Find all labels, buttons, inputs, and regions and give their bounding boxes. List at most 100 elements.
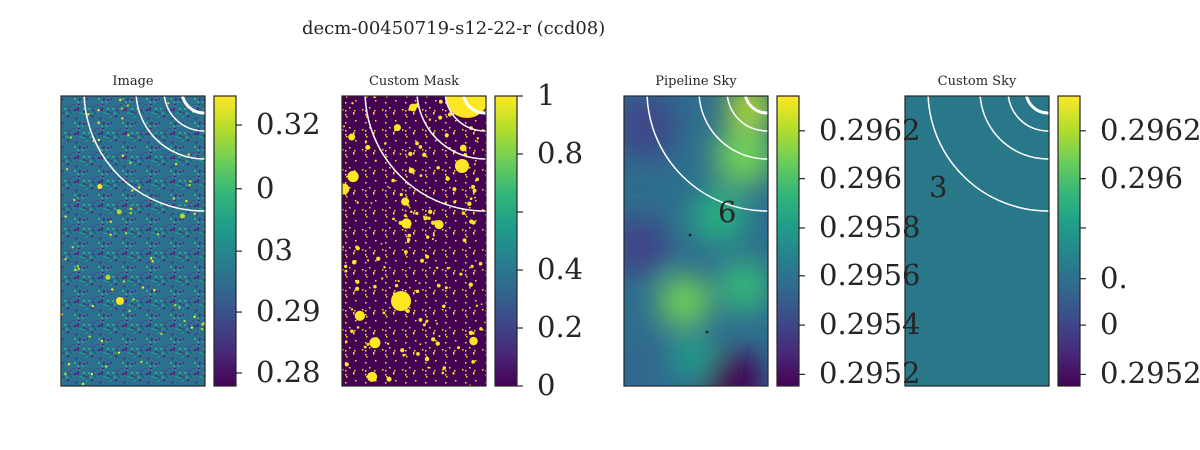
mask-blob [374,159,377,162]
source-dot [74,268,77,272]
colorbar-tick-label: 0.32 [256,107,321,141]
axes-frame [904,95,1050,387]
source-dot [67,363,71,366]
mask-blob [478,261,483,266]
source-dot [178,306,181,309]
mask-blob [354,310,365,321]
aperture-circle [979,96,1049,160]
mask-blob [344,362,349,367]
mask-blob [418,282,421,285]
sky-fill [905,96,1049,386]
mask-blob [469,336,478,346]
mask-blob [427,366,430,369]
aperture-circle [135,96,205,160]
colorbar-tick-label: 0.296 [819,160,903,195]
aperture-circle [744,96,768,115]
mask-blob [473,163,476,166]
source-dot [193,212,196,216]
aperture-circle [462,96,486,115]
mask-blob [355,286,360,291]
mask-blob [438,115,443,120]
mask-blob [356,326,360,329]
mask-blob [434,219,444,230]
mask-blob [444,201,448,204]
mask-blob [468,330,474,336]
mask-blob [444,133,449,138]
mask-blob [436,166,440,170]
sky-blob [672,334,716,378]
aperture-circle [646,96,768,212]
sky-blob [704,351,764,386]
mask-blob [399,193,403,197]
colorbar [1057,95,1081,387]
mask-blob [432,234,435,237]
mask-blob [471,184,476,189]
mask-blob [397,279,400,283]
mask-blob [393,124,401,132]
overlay-label: 3 [929,170,948,204]
mask-blob [399,153,402,155]
source-dot [121,117,124,120]
mask-blob [416,352,420,356]
source-dot [189,180,192,183]
mask-blob [457,346,461,350]
colorbar-tick-label: 0.2962 [819,112,921,147]
source-dot [100,339,104,343]
mask-blob [427,216,431,220]
colorbar-tick-label: 0.2952 [819,356,921,391]
mask-blob [391,178,395,183]
source-dot [116,297,124,305]
mask-blob [431,337,436,342]
colorbar-tick-label: 0 [1100,307,1119,342]
mask-blob [468,282,473,287]
source-dot [128,309,131,313]
mask-blob [445,176,450,181]
colorbar-tick-label: 1 [537,78,556,112]
mask-blob [344,269,348,273]
source-dot [190,326,194,329]
figure-suptitle: decm-00450719-s12-22-r (ccd08) [302,18,606,39]
mask-blob [350,329,354,333]
mask-blob [382,311,386,315]
mask-blob [436,322,439,325]
mask-blob [380,242,383,245]
colorbar-tick-label: 0.2958 [819,209,921,244]
source-dot [81,382,85,386]
source-dot [120,107,124,110]
aperture-circle [364,96,486,212]
source-dot [201,327,204,331]
colorbar-tick-label: 0.2962 [1100,112,1200,147]
mask-blob [363,345,367,349]
marker-dot [688,233,692,237]
mask-blob [425,254,430,259]
colorbar-tick-label: 0.2 [537,310,584,344]
mask-blob [422,152,427,158]
mask-blob [376,256,381,261]
mask-blob [394,283,399,288]
panel-image-3 [624,96,768,386]
colorbar-tick-label: 0.2954 [819,307,921,342]
mask-blob [436,283,441,288]
source-dot [111,288,114,291]
mask-blob [406,240,410,243]
mask-blob [366,259,370,262]
aperture-circle [83,96,205,212]
source-dot [122,280,126,283]
mask-blob [470,264,474,268]
source-dot [179,213,185,219]
mask-blob [452,372,455,375]
source-dot [173,303,177,307]
source-dot [97,121,100,124]
mask-blob [392,217,395,221]
mask-blob [431,237,434,241]
mask-blob [471,360,475,364]
mask-blob [351,259,357,265]
colorbar-tick-label: 0.4 [537,252,584,286]
mask-blob [469,219,474,224]
source-dot [64,215,67,218]
mask-blob [405,308,410,314]
mask-blob [462,238,467,243]
colorbar-tick-label: 03 [256,233,293,268]
colorbar [213,95,237,387]
